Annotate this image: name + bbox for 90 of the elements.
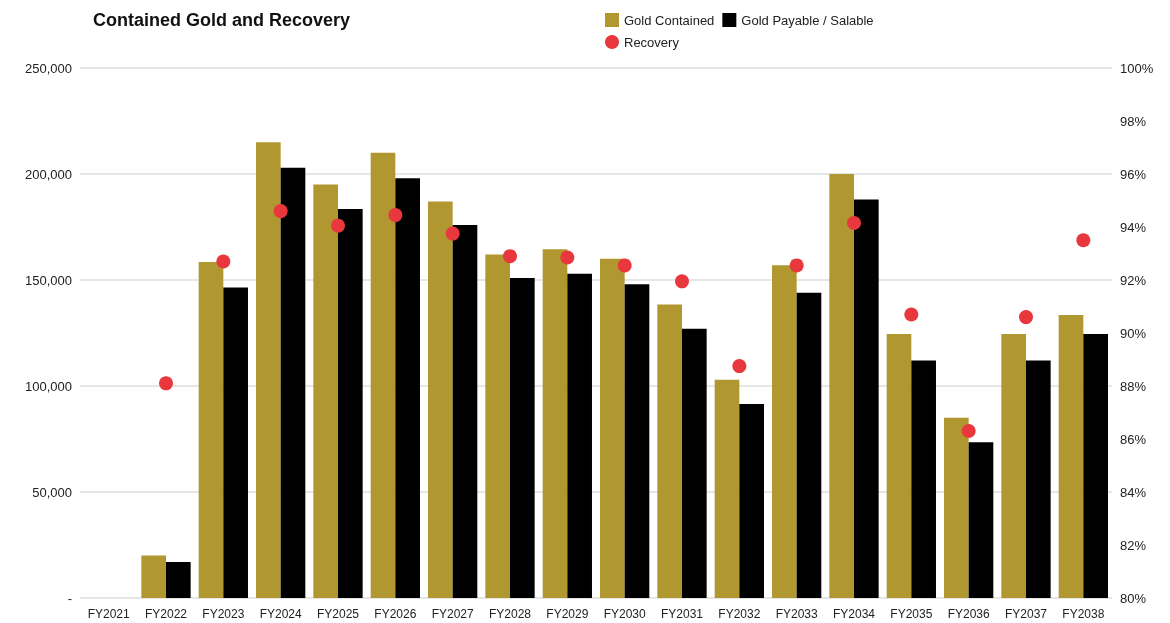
bar xyxy=(395,178,420,598)
y-tick-label: 100,000 xyxy=(25,378,72,394)
x-tick-label: FY2034 xyxy=(832,607,876,621)
x-tick-label: FY2031 xyxy=(660,607,704,621)
bar xyxy=(829,174,854,598)
legend-label: Recovery xyxy=(624,34,680,50)
bar xyxy=(911,360,936,598)
x-tick-label: FY2035 xyxy=(890,607,933,621)
y2-tick-label: 98% xyxy=(1120,113,1147,129)
point xyxy=(732,359,747,374)
y2-tick-label: 88% xyxy=(1120,378,1147,394)
x-tick-label: FY2030 xyxy=(603,607,647,621)
point xyxy=(445,226,460,241)
y2-tick-label: 96% xyxy=(1120,166,1147,182)
legend-label: Gold Payable / Salable xyxy=(741,12,874,28)
y-tick-label: 50,000 xyxy=(32,484,72,500)
y2-tick-label: 90% xyxy=(1120,325,1147,341)
bar xyxy=(370,152,396,598)
y-tick-label: 200,000 xyxy=(25,166,72,182)
bar xyxy=(198,261,224,598)
bar xyxy=(280,167,306,598)
x-tick-label: FY2029 xyxy=(546,607,589,621)
legend-label: Gold Contained xyxy=(624,12,715,28)
bar xyxy=(1026,360,1051,598)
point xyxy=(159,376,173,391)
bar xyxy=(657,304,682,598)
x-tick-label: FY2032 xyxy=(718,607,761,621)
chart-title: Contained Gold and Recovery xyxy=(93,10,351,30)
bar xyxy=(485,254,510,598)
y2-tick-label: 100% xyxy=(1120,60,1154,76)
point xyxy=(847,216,861,231)
y-tick-label: 250,000 xyxy=(25,60,72,76)
x-tick-label: FY2023 xyxy=(202,607,245,621)
point xyxy=(1019,310,1033,325)
point xyxy=(789,258,804,273)
point xyxy=(961,424,976,439)
bar xyxy=(313,184,338,598)
bar xyxy=(141,555,166,598)
y-tick-label: 150,000 xyxy=(25,272,72,288)
x-tick-label: FY2021 xyxy=(87,607,131,621)
point xyxy=(503,249,517,264)
bar xyxy=(510,277,535,598)
x-tick-label: FY2022 xyxy=(144,607,188,621)
y2-tick-label: 80% xyxy=(1120,590,1147,606)
point xyxy=(331,218,345,233)
bar xyxy=(772,265,797,598)
y2-tick-label: 84% xyxy=(1120,484,1147,500)
bar xyxy=(682,328,707,598)
point xyxy=(273,204,288,219)
bar xyxy=(1058,314,1084,598)
bar xyxy=(600,258,625,598)
bar xyxy=(166,561,191,598)
point xyxy=(216,254,231,269)
bar xyxy=(624,284,650,598)
x-tick-label: FY2024 xyxy=(259,607,303,621)
point xyxy=(617,258,632,273)
bar xyxy=(542,249,568,598)
bar xyxy=(886,334,912,598)
bar xyxy=(452,224,478,598)
x-tick-label: FY2038 xyxy=(1062,607,1105,621)
y2-tick-label: 82% xyxy=(1120,537,1147,553)
y2-tick-label: 86% xyxy=(1120,431,1147,447)
bar xyxy=(1001,334,1026,598)
point xyxy=(388,208,403,223)
x-tick-label: FY2026 xyxy=(374,607,417,621)
point xyxy=(675,274,689,289)
y2-tick-label: 92% xyxy=(1120,272,1147,288)
x-tick-label: FY2037 xyxy=(1004,607,1048,621)
bar xyxy=(338,208,363,598)
bar xyxy=(256,142,281,598)
point xyxy=(1076,233,1091,248)
x-tick-label: FY2036 xyxy=(947,607,991,621)
point xyxy=(560,250,575,265)
x-tick-label: FY2025 xyxy=(316,607,360,621)
x-tick-label: FY2033 xyxy=(775,607,819,621)
bar xyxy=(854,199,879,598)
bar xyxy=(739,404,764,598)
bar xyxy=(944,417,969,598)
bar xyxy=(223,287,248,598)
bar xyxy=(968,442,994,598)
bar xyxy=(796,292,822,598)
bar xyxy=(567,273,592,598)
x-tick-label: FY2027 xyxy=(431,607,475,621)
bar xyxy=(428,201,453,598)
bar xyxy=(714,379,740,598)
bar xyxy=(1083,334,1108,598)
x-tick-label: FY2028 xyxy=(488,607,532,621)
y2-tick-label: 94% xyxy=(1120,219,1147,235)
y-tick-label: - xyxy=(67,590,72,606)
point xyxy=(904,307,919,322)
